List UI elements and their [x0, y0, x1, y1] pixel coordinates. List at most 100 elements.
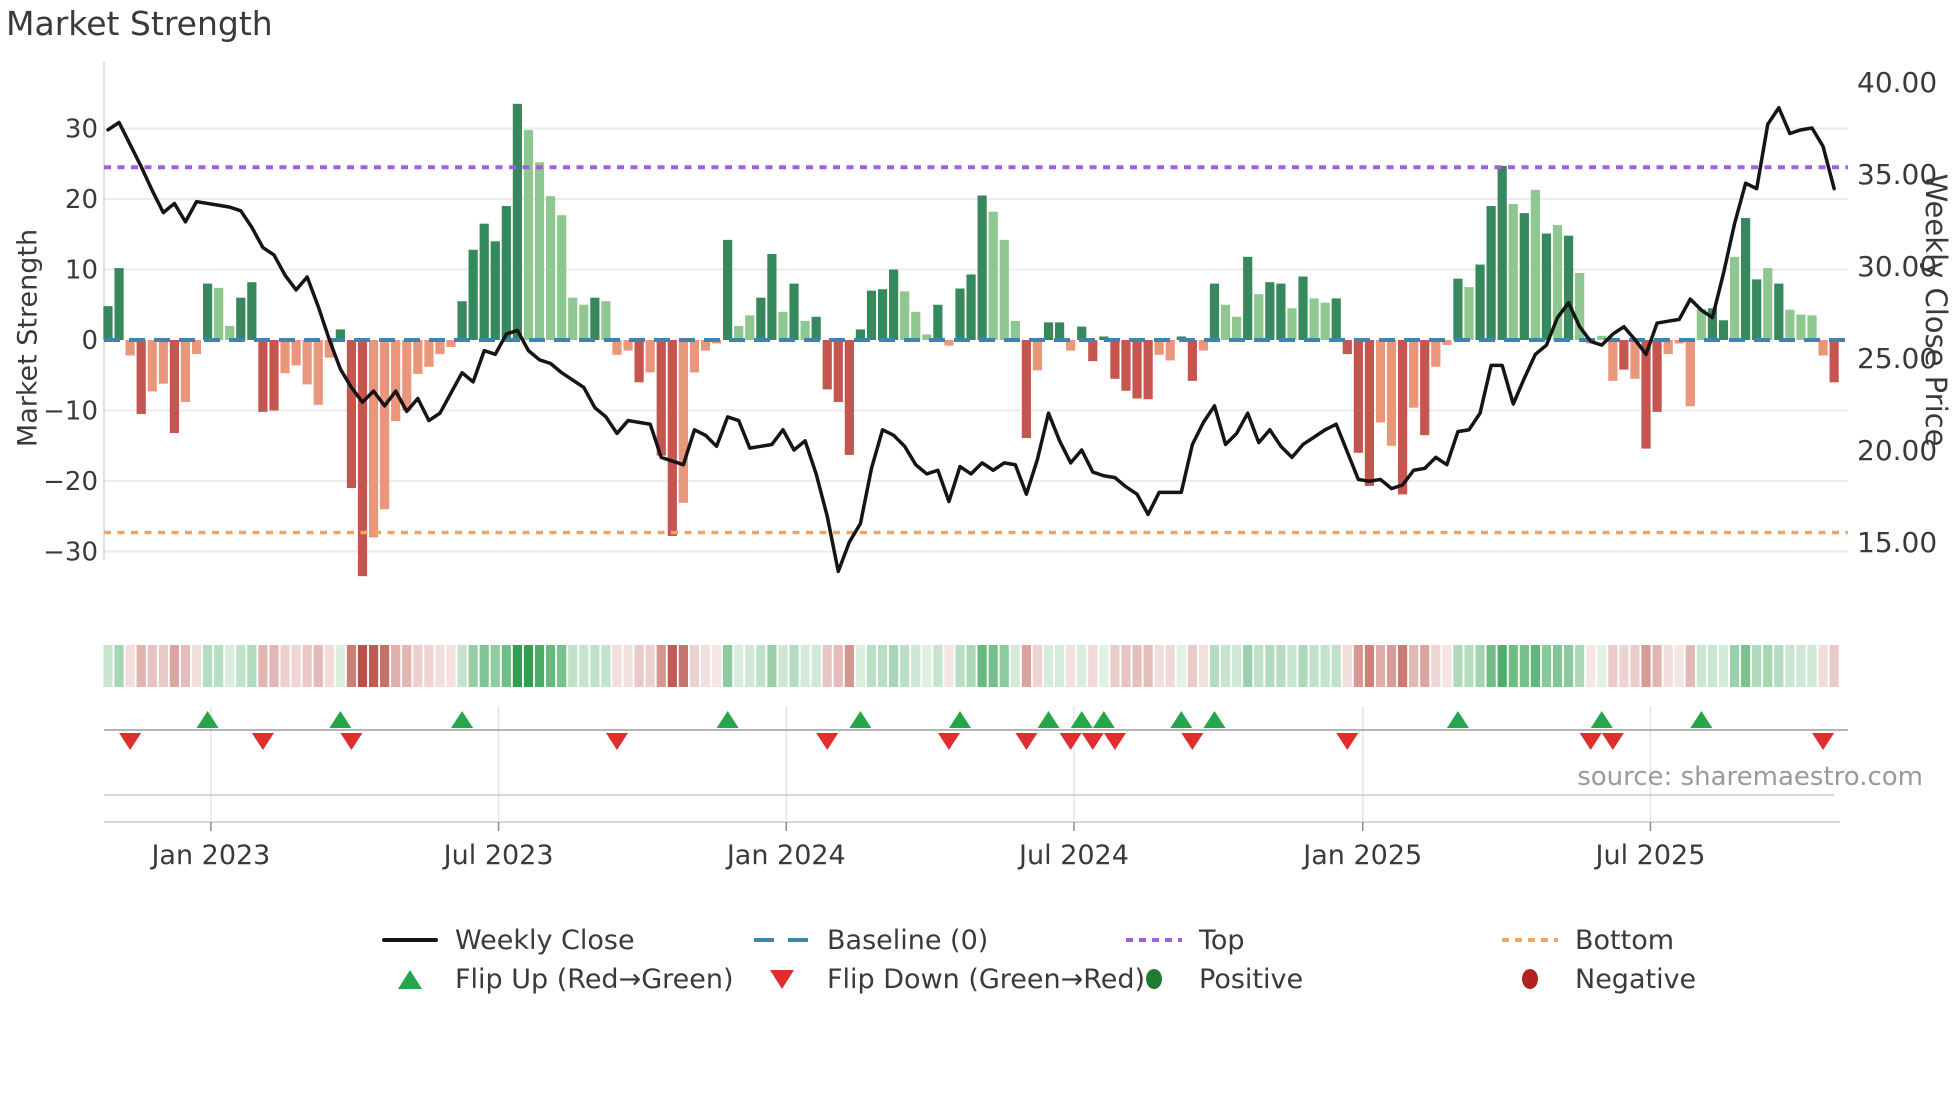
heatmap-cell — [1265, 645, 1275, 687]
strength-bar — [1043, 322, 1054, 340]
heatmap-cell — [302, 645, 312, 687]
heatmap-cell — [1586, 645, 1596, 687]
right-axis-tick-label: 35.00 — [1857, 158, 1937, 191]
strength-bar — [1464, 287, 1474, 340]
strength-bar — [557, 215, 567, 340]
strength-bar — [1353, 340, 1363, 453]
right-axis-title: Weekly Close Price — [1919, 173, 1953, 447]
strength-bar — [1254, 294, 1264, 340]
heatmap-cell — [457, 645, 467, 687]
heatmap-cell — [1320, 645, 1330, 687]
heatmap-cell — [1530, 645, 1540, 687]
heatmap-cell — [789, 645, 799, 687]
heatmap-cell — [778, 645, 788, 687]
strength-bar — [1276, 283, 1286, 340]
legend-item-bottom: Bottom — [1501, 922, 1674, 958]
heatmap-cell — [1243, 645, 1253, 687]
heatmap-cell — [1519, 645, 1529, 687]
heatmap-cell — [568, 645, 578, 687]
flip-up-marker — [451, 711, 474, 728]
weekly-close-line-swatch — [381, 922, 439, 958]
strength-bar — [346, 340, 357, 489]
heatmap-cell — [977, 645, 987, 687]
right-axis-tick-label: 30.00 — [1857, 250, 1937, 283]
flip-down-marker — [1015, 733, 1038, 750]
heatmap-cell — [1353, 645, 1363, 687]
strength-bar — [590, 297, 600, 340]
heatmap-cell — [158, 645, 168, 687]
flip-down-marker — [1059, 733, 1082, 750]
heatmap-cell — [1398, 645, 1408, 687]
strength-bar — [889, 269, 899, 340]
heatmap-cell — [855, 645, 866, 687]
legend-item-positive: Positive — [1125, 961, 1303, 997]
strength-bar — [1398, 340, 1408, 495]
strength-bar — [191, 340, 202, 355]
legend-label: Positive — [1199, 963, 1304, 995]
strength-bar — [357, 340, 368, 577]
strength-bar — [1619, 340, 1629, 370]
heatmap-cell — [1154, 645, 1164, 687]
flip-down-marker — [1601, 733, 1624, 750]
strength-bar — [612, 340, 622, 355]
heatmap-cell — [1442, 645, 1452, 687]
heatmap-cell — [1619, 645, 1629, 687]
strength-bar — [1021, 340, 1031, 438]
heatmap-cell — [1010, 645, 1020, 687]
heatmap-cell — [180, 645, 191, 687]
heatmap-cell — [1785, 645, 1795, 687]
strength-bar — [202, 283, 213, 340]
flip-down-marker — [1103, 733, 1126, 750]
heatmap-cell — [1220, 645, 1231, 687]
strength-bar — [601, 301, 611, 340]
strength-bar — [1331, 298, 1341, 340]
heatmap-cell — [1597, 645, 1607, 687]
flip-up-marker — [1092, 711, 1115, 728]
x-tick-label: Jul 2023 — [442, 840, 554, 871]
strength-bar — [1342, 340, 1352, 355]
heatmap-cell — [966, 645, 976, 687]
heatmap-cell — [1132, 645, 1142, 687]
strength-bar — [1287, 308, 1297, 340]
strength-bar — [1154, 340, 1164, 355]
page-title: Market Strength — [6, 4, 273, 43]
strength-bar — [435, 340, 445, 355]
strength-bar — [1475, 264, 1485, 340]
heatmap-cell — [678, 645, 688, 687]
legend-label: Flip Down (Green→Red) — [827, 963, 1146, 995]
heatmap-cell — [1641, 645, 1651, 687]
legend-label: Baseline (0) — [827, 924, 989, 956]
strength-bar — [634, 340, 644, 383]
strength-bar — [877, 289, 888, 340]
heatmap-cell — [1763, 645, 1773, 687]
heatmap-cell — [114, 645, 124, 687]
weekly-close-line — [106, 106, 1836, 574]
strength-bar — [1807, 315, 1817, 340]
strength-bar — [136, 340, 146, 415]
strength-bar — [1641, 340, 1651, 449]
left-axis-tick-label: 0 — [81, 326, 98, 356]
strength-bar — [258, 340, 268, 412]
heatmap-cell — [723, 645, 733, 687]
heatmap-cell — [1420, 645, 1430, 687]
strength-bar — [479, 223, 489, 340]
strength-bar — [446, 340, 456, 348]
strength-bar — [1232, 316, 1242, 340]
strength-bar — [1575, 273, 1585, 340]
strength-bar — [833, 340, 843, 403]
flip-up-marker — [949, 711, 972, 728]
flip-down-marker — [1081, 733, 1104, 750]
heatmap-cell — [402, 645, 412, 687]
strength-bar — [247, 282, 257, 340]
heatmap-cell — [1652, 645, 1662, 687]
heatmap-cell — [689, 645, 700, 687]
legend-label: Top — [1199, 924, 1245, 956]
strength-bar — [1608, 340, 1618, 381]
heatmap-cell — [380, 645, 390, 687]
legend-label: Bottom — [1575, 924, 1675, 956]
heatmap-cell — [1165, 645, 1175, 687]
strength-bar — [1132, 340, 1142, 399]
heatmap-cell — [1198, 645, 1209, 687]
strength-bar — [756, 297, 766, 340]
